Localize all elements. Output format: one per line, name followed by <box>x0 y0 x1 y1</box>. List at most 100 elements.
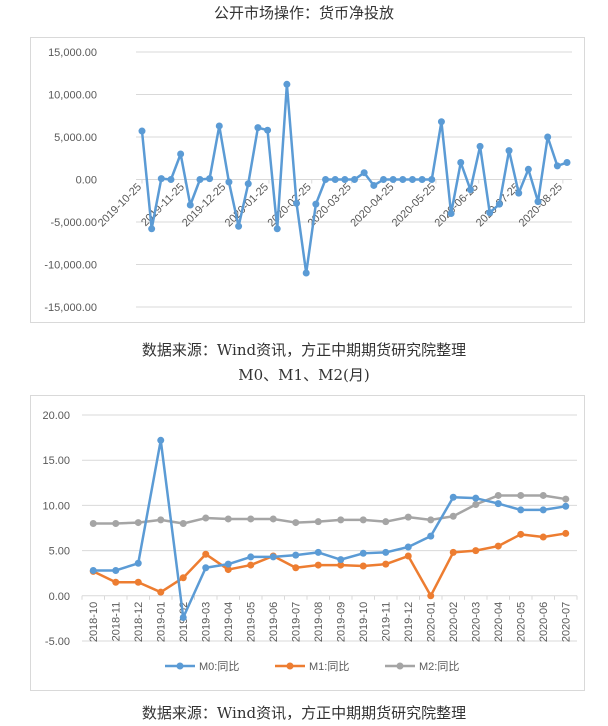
x-tick-label: 2019-03 <box>201 602 213 642</box>
series-line <box>92 532 566 598</box>
data-point <box>134 519 142 527</box>
x-tick-label: 2018-11 <box>111 602 123 642</box>
x-tick-label: 2019-01 <box>156 602 168 642</box>
x-tick-label: 2019-05 <box>246 602 258 642</box>
x-tick-label: 2020-07 <box>561 602 573 642</box>
y-tick-label: 10.00 <box>42 500 70 512</box>
data-point <box>283 80 291 88</box>
data-point <box>202 550 210 558</box>
data-point <box>360 169 368 177</box>
legend-label: M2:同比 <box>419 660 459 673</box>
data-point <box>292 551 300 559</box>
data-point <box>224 566 232 574</box>
data-point <box>293 199 301 207</box>
data-point <box>539 491 547 499</box>
data-point <box>428 176 436 183</box>
data-point <box>112 519 120 527</box>
data-point <box>314 561 322 569</box>
data-point <box>89 566 97 574</box>
data-point <box>302 269 310 277</box>
data-point <box>247 561 255 569</box>
data-point <box>196 176 204 183</box>
data-point <box>495 200 503 208</box>
data-point <box>235 222 243 230</box>
x-tick-label: 2019-06 <box>268 602 280 642</box>
data-point <box>269 553 277 561</box>
data-point <box>157 175 165 183</box>
chart1-title: 公开市场操作：货币净投放 <box>213 4 394 22</box>
data-point <box>312 200 320 208</box>
data-point <box>359 549 367 557</box>
series-line <box>93 439 566 619</box>
data-point <box>370 181 378 189</box>
data-point <box>427 532 435 540</box>
x-tick-label: 2020-06 <box>538 602 550 642</box>
data-point <box>437 118 445 126</box>
data-point <box>382 518 390 526</box>
y-tick-label: -15,000.00 <box>44 302 97 314</box>
data-point <box>562 529 570 537</box>
data-point <box>179 613 187 621</box>
data-point <box>337 516 345 524</box>
data-point <box>157 516 165 524</box>
data-point <box>418 176 426 183</box>
data-point <box>337 561 345 569</box>
data-point <box>544 133 552 141</box>
data-point <box>494 491 502 499</box>
data-point <box>179 574 187 582</box>
data-point <box>314 548 322 556</box>
data-point <box>524 165 532 173</box>
data-point <box>202 564 210 572</box>
x-tick-label: 2020-01 <box>426 602 438 642</box>
data-point <box>157 588 165 596</box>
y-tick-label: 5,000.00 <box>54 132 97 144</box>
data-point <box>457 159 465 166</box>
data-point <box>379 176 387 183</box>
data-point <box>134 559 142 567</box>
chart2-panel <box>30 395 585 691</box>
data-point <box>382 560 390 568</box>
data-point <box>408 176 416 183</box>
data-point <box>359 516 367 524</box>
data-point <box>273 225 281 233</box>
data-point <box>264 126 272 134</box>
data-point <box>553 162 561 170</box>
data-point <box>563 159 571 166</box>
x-tick-label: 2020-05 <box>516 602 528 642</box>
y-tick-label: 5.00 <box>49 546 70 558</box>
data-point <box>138 127 146 135</box>
chart2-source-caption: 数据来源：Wind资讯，方正中期期货研究院整理 <box>141 704 467 722</box>
data-point <box>351 176 358 183</box>
x-tick-label: 2019-09 <box>336 602 348 642</box>
data-point <box>517 506 525 514</box>
data-point <box>389 176 397 183</box>
data-point <box>449 512 457 520</box>
x-tick-label: 2020-04 <box>493 602 505 642</box>
data-point <box>337 556 345 564</box>
y-tick-label: 0.00 <box>76 175 97 187</box>
data-point <box>517 530 525 538</box>
data-point <box>224 560 232 568</box>
x-tick-label: 2019-12 <box>403 602 415 642</box>
chart1-panel <box>30 37 585 323</box>
data-point <box>225 178 233 186</box>
x-tick-label: 2020-03 <box>471 602 483 642</box>
data-point <box>314 518 322 526</box>
x-tick-label: 2020-02 <box>448 602 460 642</box>
data-point <box>404 552 412 560</box>
data-point <box>167 176 175 183</box>
y-tick-label: 15,000.00 <box>48 47 97 59</box>
data-point <box>486 209 494 217</box>
data-point <box>539 533 547 541</box>
legend-marker <box>286 662 294 670</box>
data-point <box>515 189 523 197</box>
data-point <box>472 494 480 502</box>
data-point <box>399 176 407 183</box>
data-point <box>179 519 187 527</box>
data-point <box>534 198 542 206</box>
data-point <box>112 578 120 586</box>
data-point <box>472 547 480 555</box>
x-tick-label: 2019-10 <box>358 602 370 642</box>
x-tick-label: 2019-08 <box>313 602 325 642</box>
data-point <box>244 180 252 188</box>
